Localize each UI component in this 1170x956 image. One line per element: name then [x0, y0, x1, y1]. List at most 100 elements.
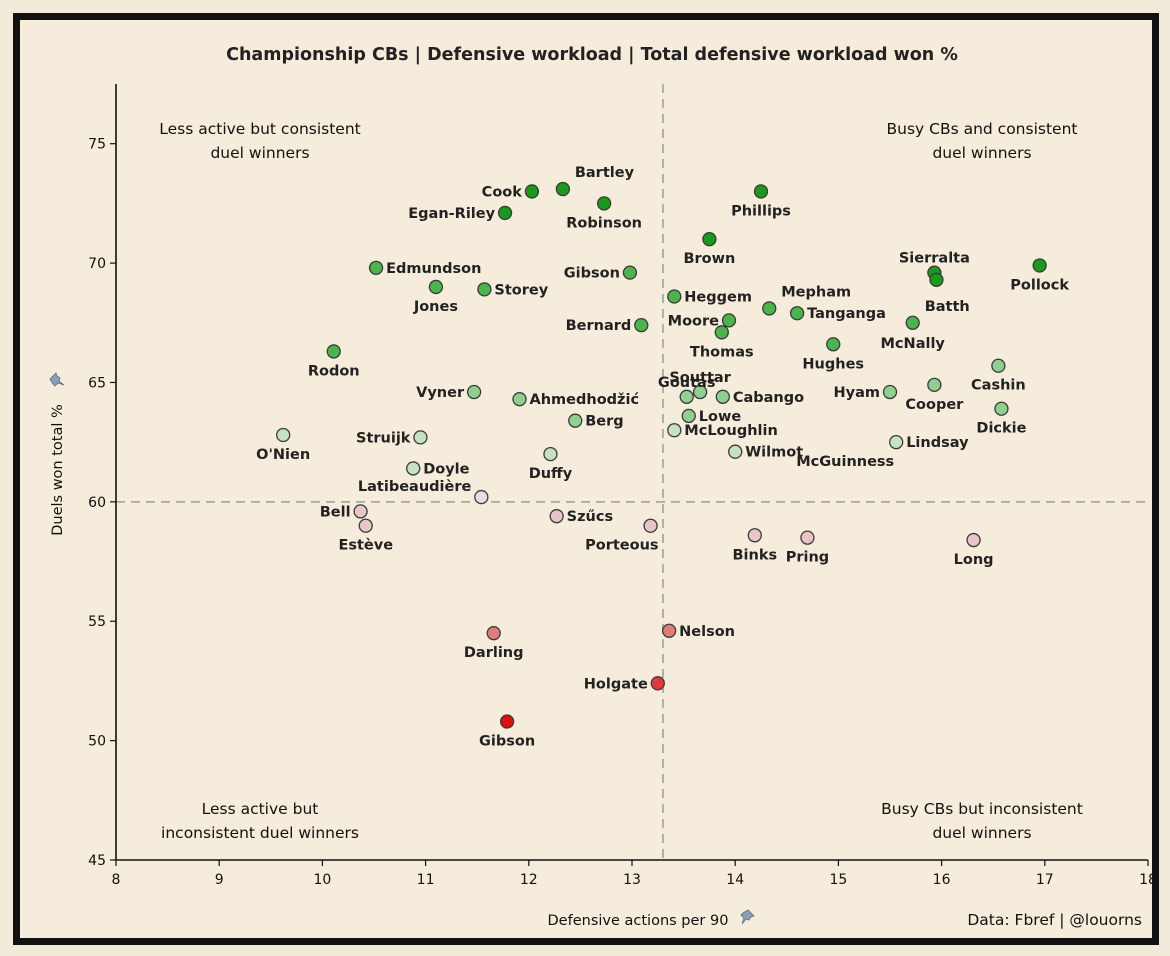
- point-label: Struijk: [356, 430, 411, 446]
- point-cabango: [715, 389, 730, 404]
- point-doyle: [406, 461, 421, 476]
- point-label: Gibson: [479, 734, 535, 750]
- point-label: Bartley: [575, 165, 635, 181]
- x-tick-label: 9: [215, 872, 224, 888]
- point-label: Holgate: [584, 676, 648, 692]
- point-label: Batth: [925, 299, 970, 315]
- x-tick-label: 18: [1139, 872, 1152, 888]
- point-unlabeled: [929, 272, 944, 287]
- point-label: Duffy: [529, 466, 573, 482]
- point-label: Vyner: [416, 385, 465, 401]
- point-cook: [524, 184, 540, 199]
- point-duffy: [543, 446, 558, 462]
- point-gibson: [499, 714, 515, 729]
- y-tick-label: 65: [88, 375, 106, 391]
- point-struijk: [413, 430, 428, 445]
- quadrant-label-bottom-left: inconsistent duel winners: [161, 824, 359, 842]
- point-berg: [568, 413, 583, 428]
- point-vyner: [466, 384, 482, 400]
- point-label: Latibeaudière: [358, 479, 472, 495]
- point-mcloughlin: [667, 423, 682, 438]
- point-label: Pring: [786, 550, 829, 566]
- point-label: Berg: [585, 414, 623, 430]
- point-tanganga: [789, 306, 805, 321]
- data-credit: Data: Fbref | @louorns: [967, 911, 1142, 929]
- point-batth: [905, 315, 920, 330]
- x-tick-label: 14: [726, 872, 744, 888]
- point-label: McNally: [881, 336, 946, 352]
- quadrant-label-bottom-left: Less active but: [202, 800, 319, 818]
- point-sz-cs: [549, 509, 564, 524]
- point-label: Sierralta: [899, 251, 970, 267]
- point-storey: [477, 282, 492, 297]
- point-label: Robinson: [566, 215, 642, 231]
- point-thomas: [714, 325, 729, 340]
- point-lowe: [681, 408, 696, 424]
- point-label: Long: [954, 552, 994, 568]
- point-cashin: [991, 358, 1006, 373]
- point-jones: [428, 279, 444, 295]
- x-tick-label: 13: [623, 872, 641, 888]
- point-binks: [747, 528, 762, 543]
- chart-title: Championship CBs | Defensive workload | …: [226, 45, 958, 65]
- point-holgate: [650, 676, 665, 691]
- point-goutas: [679, 389, 694, 404]
- point-porteous: [643, 518, 658, 533]
- point-label: Egan-Riley: [408, 206, 495, 222]
- y-axis-label: Duels won total %: [50, 404, 66, 536]
- point-heggem: [667, 289, 682, 304]
- point-pring: [800, 530, 815, 545]
- point-darling: [486, 626, 501, 641]
- reference-lines: [116, 84, 1148, 860]
- point-labels: Cook Bartley Egan-Riley Robinson Phillips Bro…: [256, 165, 1069, 749]
- point-label: McGuinness: [796, 454, 894, 470]
- point-hyam: [882, 384, 898, 400]
- x-tick-label: 16: [933, 872, 951, 888]
- point-label: Goutas: [658, 375, 716, 391]
- point-dickie: [994, 401, 1009, 416]
- x-tick-label: 17: [1036, 872, 1054, 888]
- point-bell: [353, 504, 368, 519]
- point-label: Jones: [413, 299, 458, 315]
- point-egan-riley: [497, 205, 513, 221]
- point-label: Tanganga: [807, 306, 886, 322]
- point-label: Phillips: [731, 203, 791, 219]
- point-label: Rodon: [308, 363, 360, 379]
- x-tick-label: 11: [417, 872, 435, 888]
- y-tick-label: 60: [88, 495, 106, 511]
- scatter-chart: Championship CBs | Defensive workload | …: [49, 45, 1152, 929]
- quadrant-label-top-right: duel winners: [932, 144, 1031, 162]
- point-label: Bernard: [566, 318, 632, 334]
- point-gibson: [622, 265, 638, 280]
- x-axis-label: Defensive actions per 90: [548, 913, 729, 929]
- point-est-ve: [358, 518, 373, 533]
- point-label: Binks: [732, 547, 777, 563]
- point-label: McLoughlin: [684, 423, 778, 439]
- point-label: Ahmedhodžić: [530, 392, 640, 408]
- quadrant-label-bottom-right: duel winners: [932, 824, 1031, 842]
- point-label: Gibson: [564, 266, 620, 282]
- quadrant-label-top-left: Less active but consistent: [159, 120, 361, 138]
- point-label: Doyle: [423, 461, 469, 477]
- point-label: Heggem: [684, 290, 752, 306]
- point-label: Lindsay: [906, 435, 969, 451]
- point-label: Brown: [683, 251, 735, 267]
- point-pollock: [1032, 258, 1047, 273]
- point-label: Porteous: [585, 538, 658, 554]
- point-wilmot: [728, 444, 743, 459]
- point-label: Hughes: [802, 356, 864, 372]
- point-robinson: [596, 196, 612, 211]
- point-label: Mepham: [781, 284, 851, 300]
- point-label: Hyam: [834, 385, 880, 401]
- point-brown: [702, 232, 717, 247]
- point-phillips: [753, 184, 769, 199]
- point-label: Cooper: [905, 397, 964, 413]
- x-tick-label: 12: [520, 872, 538, 888]
- point-label: Moore: [668, 313, 720, 329]
- point-label: Cook: [482, 184, 523, 200]
- point-latibeaudi-re: [474, 489, 489, 505]
- point-label: Szűcs: [567, 509, 613, 525]
- point-label: Storey: [494, 282, 548, 298]
- point-mepham: [762, 301, 777, 316]
- x-axis-pin-icon: [740, 909, 755, 925]
